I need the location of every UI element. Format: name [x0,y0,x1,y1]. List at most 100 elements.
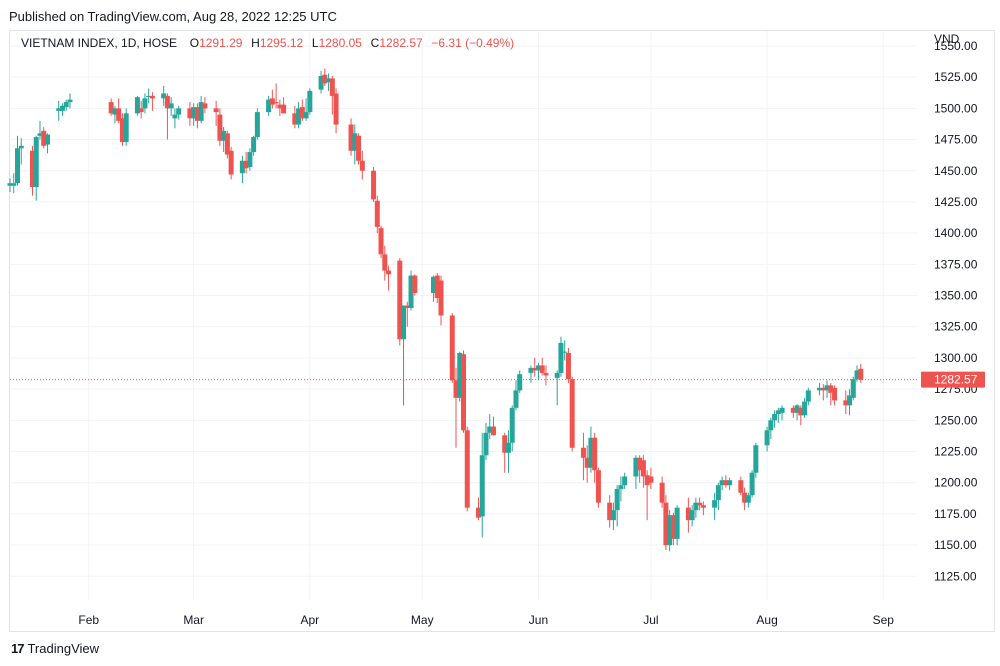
candle [637,455,643,483]
candle [217,108,223,146]
candle-body [543,372,549,376]
candle [832,385,838,406]
candle-body [719,480,725,486]
candle-body [854,370,860,380]
candle [820,384,826,401]
candle-body [172,114,178,119]
candle-body [348,124,354,151]
candle-body [461,354,466,431]
candle [850,376,856,401]
candle-body [693,502,699,511]
candle [700,501,706,516]
candle-body [116,108,122,121]
candle [318,70,324,94]
candle-body [659,482,665,503]
candle-body [644,475,650,486]
y-axis: VND 1125.00 1150.00 1175.00 1200.00 1225.00 12… [921,32,985,583]
brand-label[interactable]: TradingView [27,641,100,656]
candle-body [674,507,680,539]
candle-body [434,275,440,299]
y-tick-label: 1375.00 [934,257,978,271]
candle [56,100,62,121]
candle-body [824,385,830,391]
candle [134,95,140,116]
candle-body [198,102,204,121]
candle-body [618,485,624,489]
candle-body [112,108,118,115]
candle-body [296,108,302,125]
candle-body [401,305,407,340]
candle [828,382,834,406]
candle [176,105,182,120]
candle [14,135,20,186]
candle [146,88,152,104]
candle [329,75,335,115]
y-tick-label: 1325.00 [934,320,978,334]
candle-body [858,368,864,380]
candle-body [562,351,568,353]
candle-body [805,390,811,402]
candle [164,93,170,140]
candle [592,432,598,483]
candle-body [408,275,414,309]
candle-body [517,374,523,391]
candle [775,407,781,423]
candle [123,108,129,146]
candle-body [727,480,733,486]
candle [29,145,35,196]
candle-body [142,98,148,109]
candle-body [134,97,140,114]
candle-body [202,103,208,109]
candle [535,362,541,381]
candle-body [689,510,695,521]
candle [382,245,388,281]
candle-body [11,183,17,186]
candle-body [191,107,197,119]
candle [565,347,571,383]
candle-body [595,470,601,503]
last-price-label: 1282.57 [934,373,978,387]
candle [648,467,654,489]
candle [59,103,65,116]
candle-body [18,145,24,149]
candle-body [753,445,759,473]
candle-body [29,150,35,187]
candle-body [509,407,515,443]
candle-body [322,74,328,84]
x-tick-label: Jul [643,613,658,627]
candle [371,167,377,202]
candle [802,397,808,418]
y-tick-label: 1150.00 [934,538,977,552]
candle [532,357,538,377]
candle [431,275,437,302]
candle-body [715,485,721,501]
candle [224,130,230,159]
close-label: C [370,36,380,50]
candle [614,485,620,527]
x-tick-label: Apr [300,613,319,627]
candle [251,135,257,156]
candle-body [266,99,272,113]
candle-body [438,280,444,316]
chart-frame[interactable] [9,30,995,632]
candle [622,472,628,489]
candle [723,475,729,488]
candle-body [382,254,388,271]
y-tick-label: 1175.00 [934,507,977,521]
candle [292,105,298,129]
candle-body [356,135,362,161]
candle-body [640,460,646,477]
candle [719,476,725,491]
candle [359,150,365,180]
candle [764,426,770,452]
candle-body [820,387,826,391]
candle [191,103,197,126]
candle-body [307,90,313,113]
candle [487,414,493,440]
candle [689,505,695,527]
candle [33,135,39,201]
candle [779,405,785,421]
y-tick-label: 1475.00 [934,133,978,147]
candle [558,336,564,377]
